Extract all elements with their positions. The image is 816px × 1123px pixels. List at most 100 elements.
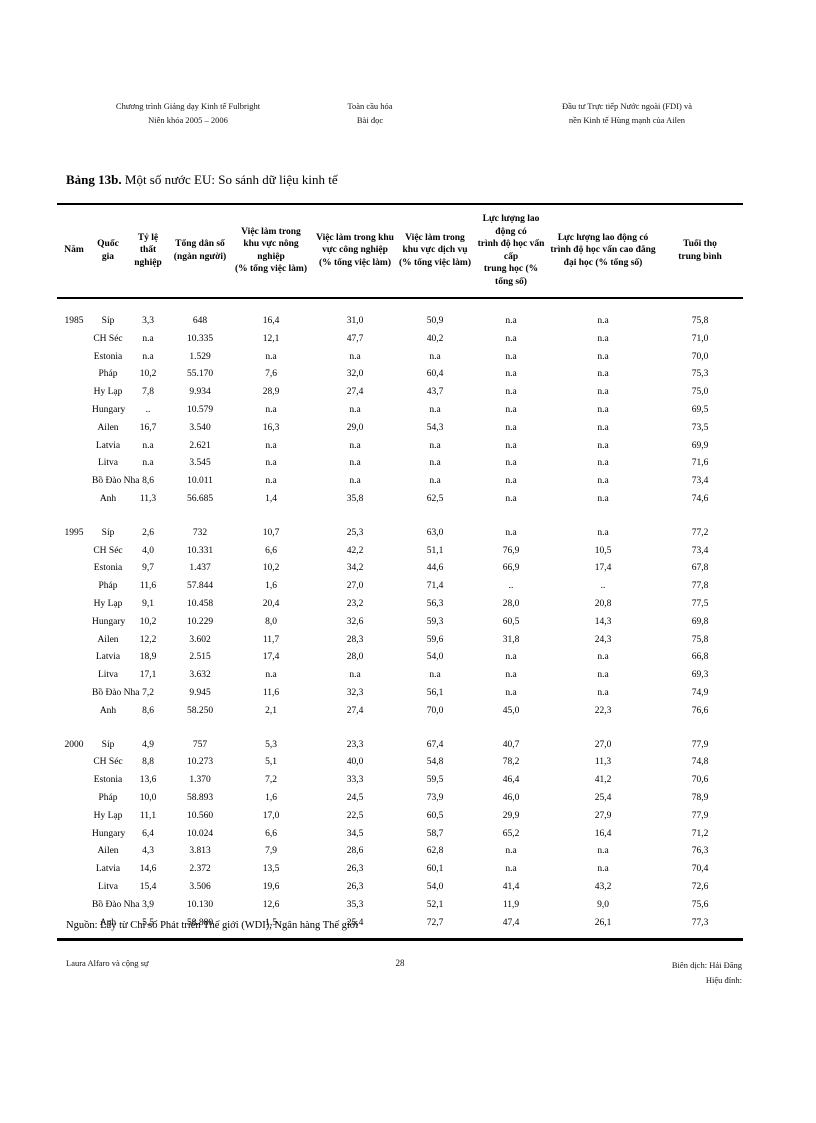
- table-row: 1995 Síp 2,6 732 10,7 25,3 63,0 n.a n.a 77,2: [57, 525, 743, 543]
- cell-value: n.a: [505, 422, 517, 433]
- cell-value: 72,6: [691, 881, 709, 892]
- cell-year: [57, 560, 91, 578]
- table-row: Litva 17,1 3.632 n.a n.a n.a n.a n.a 69,3: [57, 667, 743, 685]
- cell-value: 58,7: [426, 828, 444, 839]
- cell-value: 28,9: [262, 387, 280, 398]
- cell-value: 8,8: [142, 757, 154, 768]
- cell-value: 11,3: [139, 493, 157, 504]
- column-header-services: Việc làm trong khu vực dịch vụ (% tổng v…: [398, 232, 472, 268]
- cell-year: [57, 649, 91, 667]
- table-row: Pháp 11,6 57.844 1,6 27,0 71,4.... 77,8: [57, 578, 743, 596]
- cell-value: 11,6: [139, 581, 157, 592]
- cell-value: n.a: [505, 493, 517, 504]
- cell-value: n.a: [265, 351, 277, 362]
- spacer-row: [57, 932, 743, 940]
- cell-value: 69,9: [691, 440, 709, 451]
- cell-value: 28,0: [502, 598, 520, 609]
- cell-value: n.a: [349, 476, 361, 487]
- cell-value: 648: [192, 316, 208, 326]
- cell-value: 11,1: [139, 810, 157, 821]
- table-row: 1985 Síp 3,3 648 16,4 31,0 50,9 n.a n.a 75,8: [57, 313, 743, 331]
- table-row: Litva 15,4 3.506 19,6 26,3 54,0 41,4 43,2 72,6: [57, 879, 743, 897]
- table-row: Ailen 12,2 3.602 11,7 28,3 59,6 31,8 24,3 75,8: [57, 632, 743, 650]
- cell-value: 27,9: [594, 810, 612, 821]
- cell-value: 77,3: [691, 917, 709, 928]
- footer-authors: Laura Alfaro và cộng sự: [66, 958, 149, 968]
- cell-value: n.a: [597, 316, 609, 326]
- header-left-line2: Niên khóa 2005 – 2006: [148, 115, 228, 125]
- cell-value: n.a: [349, 670, 361, 681]
- table-row: Latvia 18,9 2.515 17,4 28,0 54,0 n.a n.a 66,8: [57, 649, 743, 667]
- cell-value: 17,4: [594, 563, 612, 574]
- cell-value: 69,3: [691, 670, 709, 681]
- cell-value: 11,9: [502, 899, 520, 910]
- cell-value: 63,0: [426, 527, 444, 538]
- cell-value: 18,9: [139, 652, 157, 663]
- cell-value: 25,4: [346, 917, 364, 928]
- table-row: CH Séc 8,8 10.273 5,1 40,0 54,8 78,2 11,3 74,8: [57, 754, 743, 772]
- cell-value: 1,4: [265, 493, 277, 504]
- cell-value: 3.602: [189, 634, 211, 645]
- cell-value: 2,6: [142, 527, 154, 538]
- cell-value: n.a: [429, 458, 441, 469]
- cell-value: 40,7: [502, 739, 520, 750]
- cell-value: n.a: [505, 333, 517, 344]
- table-row: 2000 Síp 4,9 757 5,3 23,3 67,4 40,7 27,0 77,9: [57, 737, 743, 755]
- cell-value: 59,3: [426, 616, 444, 627]
- cell-value: 10,2: [139, 616, 157, 627]
- cell-value: 3.632: [189, 670, 211, 681]
- cell-value: 7,2: [142, 687, 154, 698]
- cell-value: 10.579: [186, 404, 214, 415]
- cell-value: 69,5: [691, 404, 709, 415]
- cell-value: 9,1: [142, 598, 154, 609]
- cell-value: 10,2: [139, 369, 157, 380]
- cell-year: [57, 349, 91, 367]
- cell-country: Ailen: [97, 422, 119, 433]
- cell-country: Ailen: [97, 846, 119, 857]
- cell-value: n.a: [597, 333, 609, 344]
- cell-value: 2.621: [189, 440, 211, 451]
- cell-value: 31,0: [346, 316, 364, 326]
- cell-country: Síp: [101, 316, 115, 326]
- cell-value: 71,6: [691, 458, 709, 469]
- table-row: Hy Lạp 9,1 10.458 20,4 23,2 56,3 28,0 20,8 77,5: [57, 596, 743, 614]
- cell-year: [57, 685, 91, 703]
- header-center-line1: Toàn cầu hóa: [347, 101, 393, 111]
- cell-value: 27,0: [346, 581, 364, 592]
- cell-value: 14,3: [594, 616, 612, 627]
- cell-value: 3.540: [189, 422, 211, 433]
- cell-value: 4,9: [142, 739, 154, 750]
- cell-value: 10,5: [594, 545, 612, 556]
- cell-value: n.a: [505, 351, 517, 362]
- cell-value: 7,2: [265, 775, 277, 786]
- table-row: Estonia 13,6 1.370 7,2 33,3 59,5 46,4 41,2 70,6: [57, 772, 743, 790]
- table-row: Anh 11,3 56.685 1,4 35,8 62,5 n.a n.a 74,6: [57, 491, 743, 509]
- cell-year: [57, 543, 91, 561]
- cell-value: 54,0: [426, 652, 444, 663]
- cell-value: n.a: [505, 440, 517, 451]
- cell-value: 1,5: [265, 917, 277, 928]
- cell-value: 24,5: [346, 792, 364, 803]
- cell-value: n.a: [349, 458, 361, 469]
- cell-country: Anh: [99, 705, 117, 716]
- cell-value: 10,2: [262, 563, 280, 574]
- table-row: Latvia n.a 2.621 n.a n.a n.a n.a n.a 69,9: [57, 438, 743, 456]
- cell-value: 55.170: [186, 369, 214, 380]
- cell-year: [57, 754, 91, 772]
- cell-year: [57, 438, 91, 456]
- cell-value: 8,6: [142, 705, 154, 716]
- cell-value: 27,0: [594, 739, 612, 750]
- cell-value: 12,2: [139, 634, 157, 645]
- cell-country: Pháp: [98, 369, 118, 380]
- cell-value: 4,0: [142, 545, 154, 556]
- cell-value: 76,3: [691, 846, 709, 857]
- cell-year: [57, 808, 91, 826]
- cell-country: Bồ Đào Nha: [92, 687, 140, 698]
- cell-value: n.a: [597, 351, 609, 362]
- header-center-line2: Bài đọc: [356, 115, 384, 125]
- cell-value: 71,0: [691, 333, 709, 344]
- cell-value: n.a: [597, 527, 609, 538]
- cell-value: 26,1: [594, 917, 612, 928]
- cell-value: 1.370: [189, 775, 211, 786]
